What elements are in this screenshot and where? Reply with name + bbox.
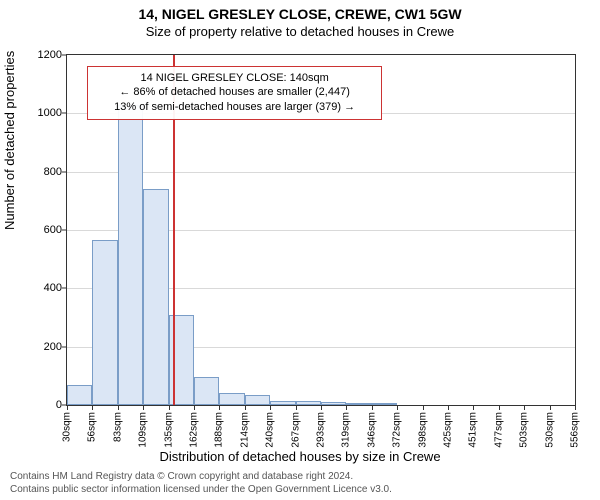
x-tick-label: 503sqm [519,412,530,448]
histogram-bar [321,402,346,406]
x-tick-mark [423,406,424,410]
x-tick-mark [67,406,68,410]
x-tick-label: 162sqm [189,412,200,448]
histogram-bar [245,395,270,405]
x-tick-label: 556sqm [570,412,581,448]
x-tick-mark [524,406,525,410]
x-tick-mark [296,406,297,410]
gridline [67,172,575,173]
x-tick-mark [321,406,322,410]
x-tick-label: 451sqm [468,412,479,448]
annotation-line-3: 13% of semi-detached houses are larger (… [96,100,373,115]
histogram-bar [346,403,371,405]
x-tick-label: 398sqm [417,412,428,448]
x-tick-label: 56sqm [87,412,98,442]
x-tick-label: 214sqm [239,412,250,448]
x-tick-mark [448,406,449,410]
x-tick-mark [499,406,500,410]
y-axis-label: Number of detached properties [2,51,17,230]
x-tick-label: 293sqm [316,412,327,448]
chart-container: 14, NIGEL GRESLEY CLOSE, CREWE, CW1 5GW … [0,0,600,500]
y-tick-label: 1000 [28,107,62,119]
x-tick-label: 83sqm [112,412,123,442]
x-tick-mark [575,406,576,410]
y-tick-label: 1200 [28,49,62,61]
x-tick-label: 188sqm [214,412,225,448]
x-tick-label: 319sqm [341,412,352,448]
histogram-bar [270,401,295,405]
x-tick-mark [219,406,220,410]
x-tick-mark [245,406,246,410]
x-tick-mark [346,406,347,410]
chart-title: 14, NIGEL GRESLEY CLOSE, CREWE, CW1 5GW [0,0,600,22]
x-tick-mark [118,406,119,410]
x-tick-mark [397,406,398,410]
x-tick-label: 477sqm [493,412,504,448]
histogram-bar [143,189,168,405]
x-tick-label: 30sqm [62,412,73,442]
x-tick-label: 530sqm [544,412,555,448]
footnote-line-1: Contains HM Land Registry data © Crown c… [10,471,392,484]
histogram-bar [92,240,117,405]
footnote-line-2: Contains public sector information licen… [10,484,392,497]
histogram-bar [67,385,92,405]
chart-subtitle: Size of property relative to detached ho… [0,22,600,39]
histogram-bar [219,393,244,405]
histogram-bar [296,401,321,405]
histogram-bar [118,105,143,405]
y-tick-label: 200 [28,341,62,353]
y-tick-label: 800 [28,166,62,178]
x-tick-label: 240sqm [265,412,276,448]
x-axis-label: Distribution of detached houses by size … [0,449,600,464]
x-tick-label: 346sqm [366,412,377,448]
x-tick-mark [194,406,195,410]
x-tick-label: 109sqm [138,412,149,448]
y-tick-label: 600 [28,224,62,236]
x-tick-label: 135sqm [163,412,174,448]
y-tick-label: 0 [28,399,62,411]
source-footnote: Contains HM Land Registry data © Crown c… [10,471,392,496]
plot-area: 14 NIGEL GRESLEY CLOSE: 140sqm ← 86% of … [66,54,576,406]
x-tick-mark [372,406,373,410]
x-tick-mark [473,406,474,410]
y-tick-label: 400 [28,282,62,294]
histogram-bar [372,403,397,405]
x-tick-mark [270,406,271,410]
histogram-bar [194,377,219,405]
annotation-box: 14 NIGEL GRESLEY CLOSE: 140sqm ← 86% of … [87,66,382,121]
x-tick-label: 372sqm [392,412,403,448]
x-tick-label: 267sqm [290,412,301,448]
annotation-line-2: ← 86% of detached houses are smaller (2,… [96,85,373,100]
x-tick-label: 425sqm [443,412,454,448]
annotation-line-1: 14 NIGEL GRESLEY CLOSE: 140sqm [96,71,373,86]
x-tick-mark [92,406,93,410]
x-tick-mark [550,406,551,410]
x-tick-mark [143,406,144,410]
x-tick-mark [169,406,170,410]
